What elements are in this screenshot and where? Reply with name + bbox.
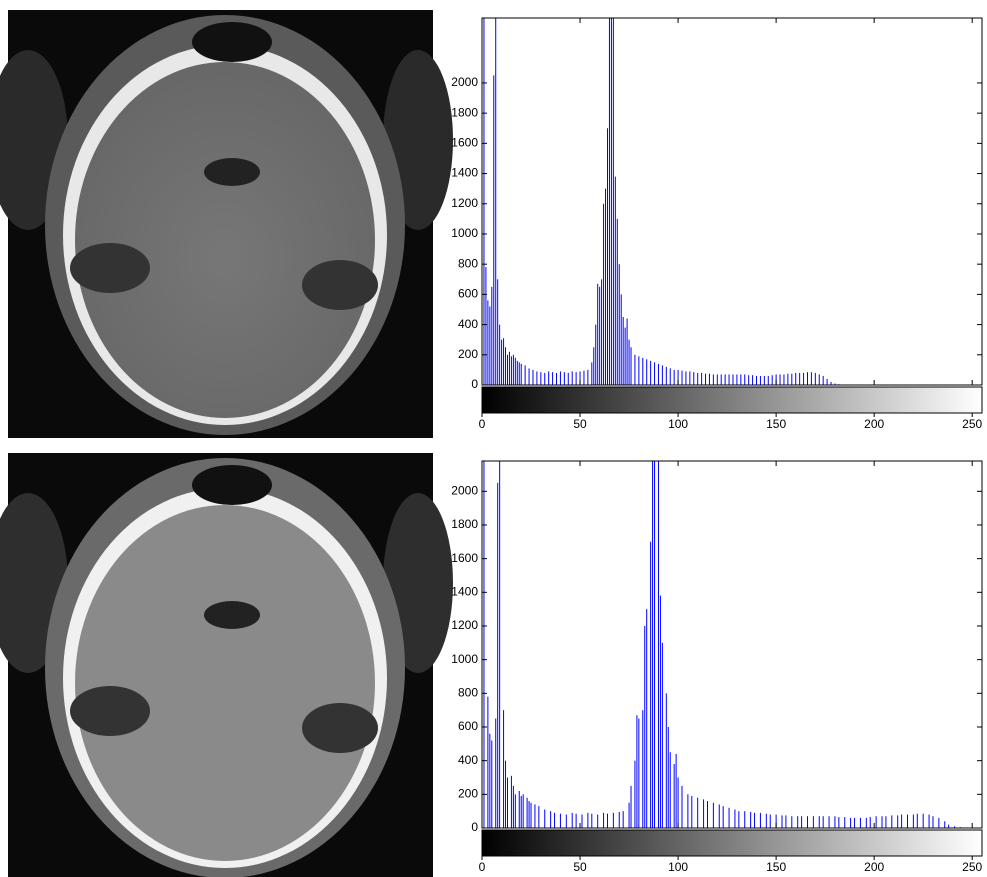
y-tick-label: 1000 [451,226,478,240]
x-tick-label: 100 [668,417,688,431]
y-tick-label: 600 [458,287,478,301]
x-tick-label: 0 [479,417,486,431]
x-tick-label: 250 [962,860,982,874]
y-tick-label: 1600 [451,551,478,565]
ct-image [0,10,453,438]
plot-area [482,18,982,385]
y-tick-label: 200 [458,347,478,361]
y-tick-label: 1200 [451,618,478,632]
y-tick-label: 0 [471,377,478,391]
plot-area [482,461,982,828]
y-tick-label: 1800 [451,517,478,531]
histogram-chart: 0 200 400 600 800 1000 1200 1400 1600 1800 2000 0 50… [451,0,982,431]
x-tick-label: 50 [573,860,587,874]
y-tick-label: 800 [458,685,478,699]
x-tick-label: 250 [962,417,982,431]
y-tick-label: 600 [458,719,478,733]
y-tick-label: 1400 [451,584,478,598]
y-tick-label: 0 [471,820,478,834]
y-tick-label: 400 [458,753,478,767]
y-tick-label: 1400 [451,166,478,180]
x-tick-label: 200 [864,860,884,874]
x-tick-label: 150 [766,417,786,431]
y-tick-label: 200 [458,787,478,801]
figure: 0200400600800100012001400160018002000050… [0,0,987,877]
y-tick-label: 800 [458,256,478,270]
y-tick-label: 400 [458,317,478,331]
y-tick-label: 1800 [451,105,478,119]
y-tick-label: 1600 [451,136,478,150]
x-tick-label: 200 [864,417,884,431]
colorbar [482,830,982,856]
ct-image [0,453,453,877]
y-tick-label: 1000 [451,652,478,666]
x-tick-label: 0 [479,860,486,874]
x-tick-label: 50 [573,417,587,431]
y-tick-label: 2000 [451,75,478,89]
x-tick-label: 100 [668,860,688,874]
y-tick-label: 1200 [451,196,478,210]
x-tick-label: 150 [766,860,786,874]
y-tick-label: 2000 [451,483,478,497]
colorbar [482,387,982,413]
